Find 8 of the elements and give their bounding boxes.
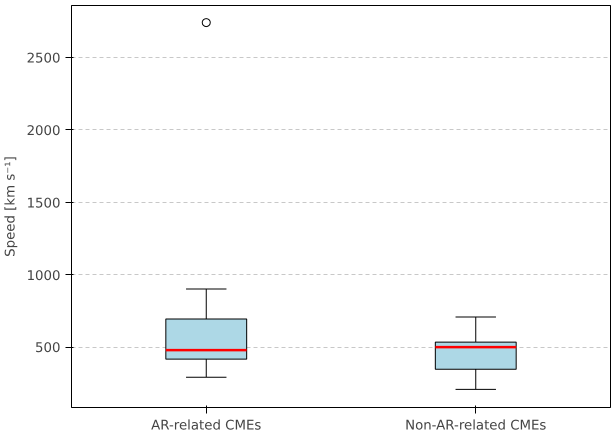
y-tick-label: 500 xyxy=(35,341,61,356)
y-axis-title: Speed [km s⁻¹] xyxy=(4,156,19,257)
y-tick-label: 2000 xyxy=(26,124,61,139)
y-tick-label: 1000 xyxy=(26,268,61,284)
x-tick-label: AR-related CMEs xyxy=(151,418,262,434)
y-tick-label: 1500 xyxy=(26,196,61,212)
y-tick-label: 2500 xyxy=(26,52,61,67)
x-tick-label: Non-AR-related CMEs xyxy=(405,418,546,434)
